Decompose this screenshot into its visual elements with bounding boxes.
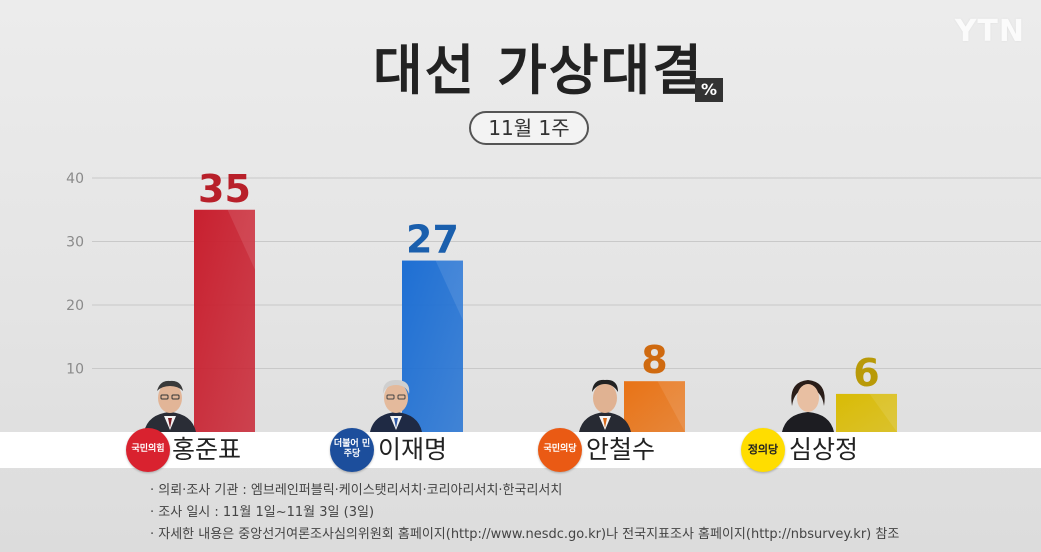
note-reference: · 자세한 내용은 중앙선거여론조사심의위원회 홈페이지(http://www.… (150, 527, 900, 542)
candidate-name-lee: 이재명 (378, 435, 448, 464)
bar-sheen (869, 393, 897, 432)
bar (194, 209, 255, 432)
y-tick-label: 30 (66, 235, 84, 251)
bar-sheen (657, 381, 685, 432)
survey-notes: · 의뢰·조사 기관 : 엠브레인퍼블릭·케이스탯리서치·코리아리서치·한국리서… (150, 480, 899, 546)
candidate-strip (0, 432, 1041, 468)
candidate-name-ahn: 안철수 (586, 435, 656, 464)
bar-value-label: 8 (641, 338, 667, 382)
candidate-portrait-ahn (573, 376, 637, 432)
bar (624, 381, 685, 432)
note-survey-period: · 조사 일시 : 11월 1일~11월 3일 (3일) (150, 505, 375, 520)
ytn-logo: YTN (954, 14, 1025, 49)
bar-chart: 10 20 30 40 35 27 8 6 (66, 167, 1041, 432)
party-logo-ppp: 국민의힘 (126, 428, 170, 472)
party-logo-justice: 정의당 (741, 428, 785, 472)
date-badge: 11월 1주 (469, 111, 589, 145)
bar (836, 393, 897, 432)
party-logo-peoples: 국민의당 (538, 428, 582, 472)
candidate-name-sim: 심상정 (789, 435, 859, 464)
bar (402, 260, 463, 432)
bar-sheen (227, 209, 255, 270)
note-text: 조사 일시 : 11월 1일~11월 3일 (3일) (158, 505, 375, 520)
note-survey-agency: · 의뢰·조사 기관 : 엠브레인퍼블릭·케이스탯리서치·코리아리서치·한국리서… (150, 483, 563, 498)
y-tick-label: 10 (66, 362, 84, 378)
bar-value-label: 35 (198, 167, 251, 211)
bar-sheen (435, 260, 463, 321)
note-text: 자세한 내용은 중앙선거여론조사심의위원회 홈페이지(http://www.ne… (158, 527, 900, 542)
unit-badge: % (695, 78, 723, 102)
y-tick-label: 40 (66, 171, 84, 187)
party-logo-democratic: 더불어 민주당 (330, 428, 374, 472)
bar-value-label: 27 (406, 218, 459, 262)
bar-value-label: 6 (853, 351, 879, 395)
y-tick-label: 20 (66, 298, 84, 314)
candidate-portrait-lee (364, 376, 428, 432)
note-text: 의뢰·조사 기관 : 엠브레인퍼블릭·케이스탯리서치·코리아리서치·한국리서치 (158, 483, 563, 498)
candidate-name-hong: 홍준표 (172, 435, 242, 464)
candidate-portrait-hong (138, 376, 202, 432)
candidate-portrait-sim (776, 376, 840, 432)
chart-title: 대선 가상대결 (373, 39, 704, 102)
